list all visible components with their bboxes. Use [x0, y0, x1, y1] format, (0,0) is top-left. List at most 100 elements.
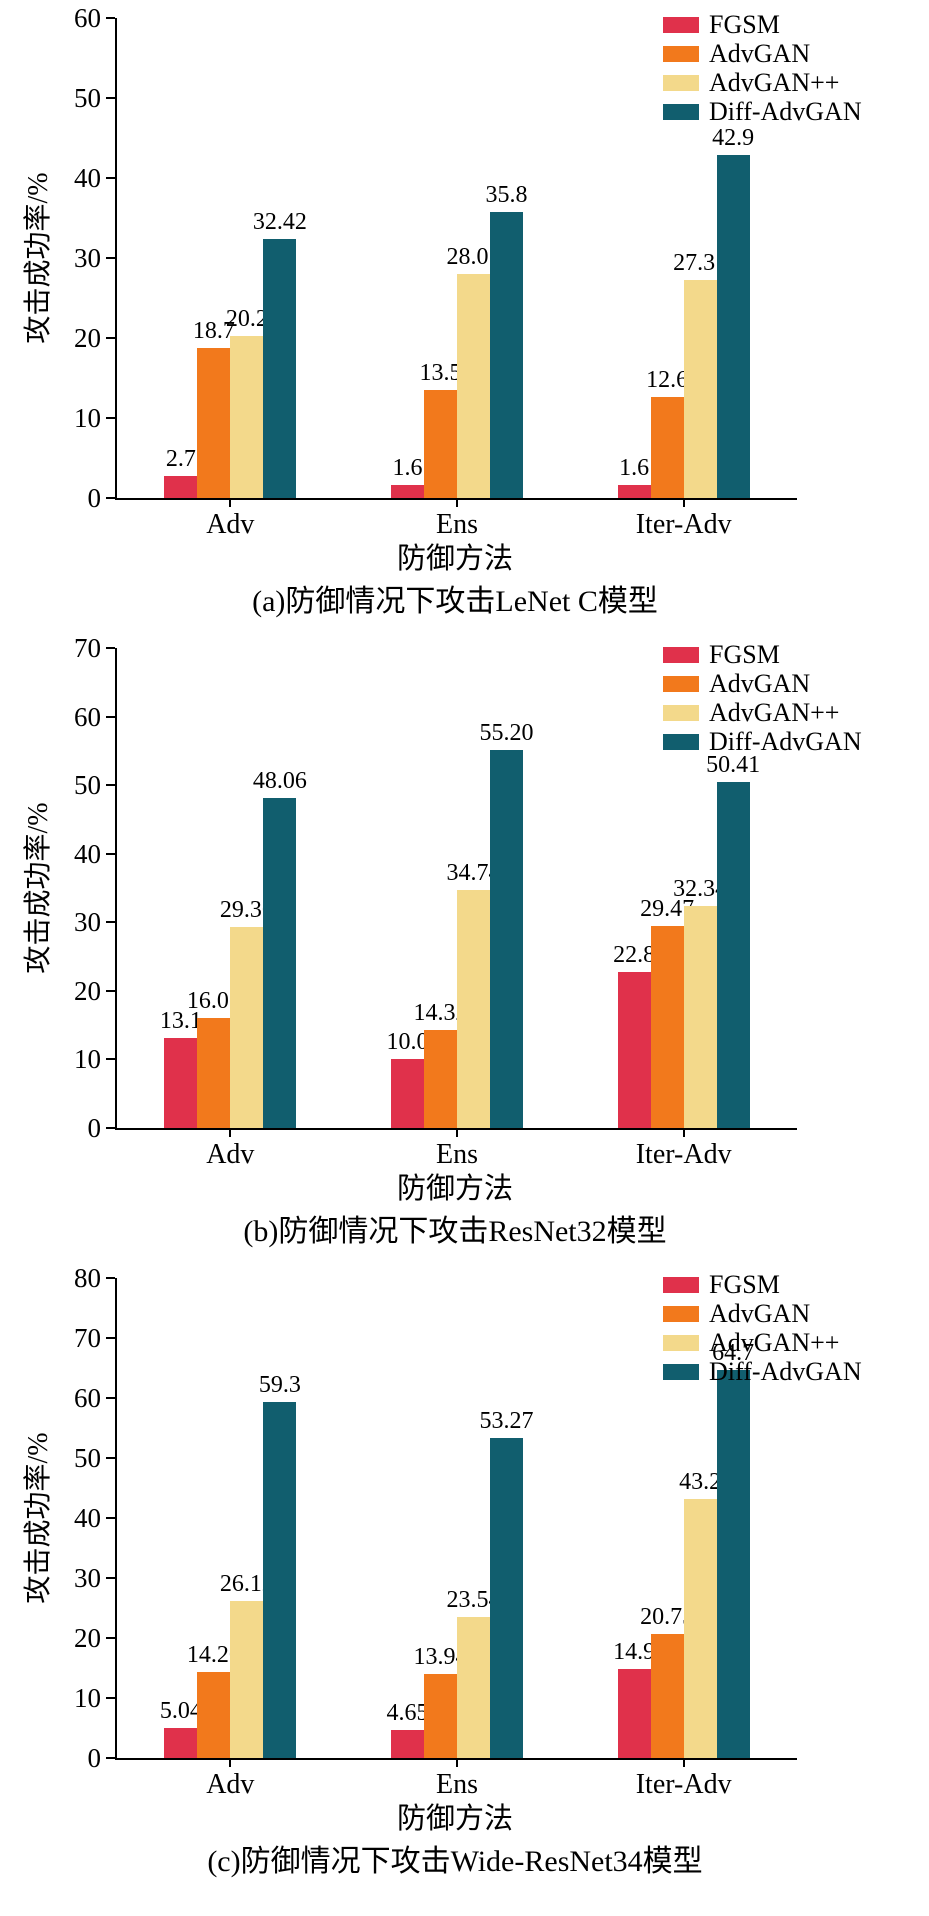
x-tick-mark [229, 498, 232, 507]
bar-value-label: 43.2 [679, 1468, 722, 1495]
plot-area: 0 10 20 30 40 50 60 Adv Ens Iter-Adv 2.7 1.6 1.6 18.7… [74, 4, 862, 540]
bar-AdvGAN++-Ens [457, 889, 490, 1128]
y-tick-label: 40 [74, 163, 101, 193]
legend-item-Diff-AdvGAN: Diff-AdvGAN [663, 727, 862, 756]
x-tick-label: Ens [436, 1139, 478, 1170]
bar-value-label: 59.3 [258, 1372, 301, 1399]
x-tick-mark [456, 1758, 458, 1767]
bar-value-label: 48.06 [252, 768, 307, 795]
y-tick-mark [106, 497, 115, 499]
bar-value-label: 50.41 [706, 752, 761, 779]
y-tick-label: 50 [74, 770, 101, 801]
y-tick-label: 30 [74, 907, 101, 938]
bar-value-label: 5.04 [159, 1697, 202, 1724]
bar-AdvGAN-Adv [197, 348, 231, 498]
y-tick-label: 10 [74, 1683, 101, 1713]
legend-label: AdvGAN++ [709, 68, 840, 97]
y-tick-mark [106, 1397, 115, 1399]
legend-swatch-Diff-AdvGAN [663, 103, 699, 120]
y-tick-mark [106, 921, 115, 924]
legend-swatch-AdvGAN++ [663, 74, 699, 91]
y-tick-mark [106, 97, 115, 99]
legend-swatch-FGSM [663, 16, 699, 33]
x-tick-label: Iter-Adv [635, 509, 732, 540]
legend-label: AdvGAN++ [709, 1328, 840, 1357]
y-tick-label: 70 [74, 1323, 101, 1353]
bar-AdvGAN-Ens [424, 1674, 457, 1758]
legend-item-AdvGAN: AdvGAN [663, 39, 862, 68]
x-tick-label: Iter-Adv [635, 1139, 732, 1170]
x-tick-mark [682, 1758, 685, 1767]
bar-FGSM-Ens [391, 1730, 424, 1758]
y-tick-mark [106, 852, 115, 855]
y-tick-label: 20 [74, 323, 101, 353]
legend-label: Diff-AdvGAN [709, 727, 862, 756]
chart-caption: (a)防御情况下攻击LeNet C模型 [252, 585, 658, 618]
legend-item-Diff-AdvGAN: Diff-AdvGAN [663, 1357, 862, 1386]
y-tick-mark [106, 417, 115, 419]
bar-value-label: 18.7 [192, 318, 235, 345]
bar-FGSM-Adv [164, 1727, 198, 1758]
y-tick-mark [106, 1337, 115, 1339]
x-tick-label: Adv [206, 1139, 255, 1170]
y-tick-mark [106, 257, 115, 259]
legend-item-AdvGAN++: AdvGAN++ [663, 698, 862, 727]
legend-label: AdvGAN [709, 39, 811, 68]
bar-FGSM-Iter-Adv [617, 971, 651, 1128]
y-tick-label: 70 [74, 633, 101, 663]
bar-Diff-AdvGAN-Adv [263, 798, 297, 1128]
x-axis-title: 防御方法 [396, 1173, 513, 1205]
y-tick-mark [106, 1277, 115, 1279]
legend: FGSM AdvGAN AdvGAN++ Diff-AdvGAN [663, 1270, 862, 1386]
bar-FGSM-Iter-Adv [617, 485, 651, 498]
y-tick-label: 30 [74, 1563, 101, 1593]
legend-item-FGSM: FGSM [663, 10, 862, 39]
x-tick-label: Iter-Adv [635, 1769, 732, 1800]
bar-value-label: 20.2 [225, 306, 268, 333]
y-tick-mark [106, 1058, 115, 1061]
bar-AdvGAN++-Iter-Adv [683, 1498, 717, 1758]
bar-AdvGAN++-Ens [457, 273, 490, 498]
chart-caption: (b)防御情况下攻击ResNet32模型 [243, 1215, 667, 1248]
y-tick-label: 80 [74, 1263, 101, 1293]
chart-caption: (c)防御情况下攻击Wide-ResNet34模型 [207, 1845, 703, 1878]
bar-value-label: 13.5 [419, 360, 462, 386]
legend-swatch-AdvGAN [663, 45, 699, 62]
y-tick-label: 40 [74, 1503, 101, 1533]
legend-swatch-FGSM [663, 646, 699, 663]
y-tick-label: 20 [74, 975, 101, 1006]
bar-AdvGAN++-Adv [230, 1601, 264, 1758]
y-tick-mark [106, 1757, 115, 1759]
y-tick-label: 60 [74, 701, 101, 732]
legend-label: Diff-AdvGAN [709, 1357, 862, 1386]
legend-label: FGSM [709, 1270, 780, 1299]
legend-label: Diff-AdvGAN [709, 97, 862, 126]
y-tick-label: 0 [87, 483, 102, 513]
bar-AdvGAN-Iter-Adv [650, 925, 684, 1128]
bar-Diff-AdvGAN-Adv [263, 1402, 297, 1758]
bar-AdvGAN-Ens [424, 390, 457, 498]
bar-value-label: 42.9 [712, 124, 755, 151]
bar-FGSM-Iter-Adv [617, 1668, 651, 1758]
plot-row-b: 攻击成功率/% 0 10 20 30 40 50 60 70 Adv Ens Iter-Adv 13.… [0, 634, 929, 1170]
y-tick-mark [106, 177, 115, 179]
x-tick-label: Ens [436, 509, 478, 540]
x-tick-mark [682, 1128, 685, 1137]
x-axis-title: 防御方法 [396, 543, 513, 575]
bar-Diff-AdvGAN-Ens [490, 1438, 523, 1758]
bar-AdvGAN-Adv [197, 1018, 231, 1128]
legend-swatch-FGSM [663, 1276, 699, 1293]
y-tick-mark [106, 1127, 115, 1129]
legend-item-FGSM: FGSM [663, 640, 862, 669]
x-tick-mark [682, 498, 685, 507]
y-tick-label: 60 [74, 3, 101, 33]
bar-value-label: 64.7 [712, 1339, 755, 1366]
bar-Diff-AdvGAN-Adv [263, 238, 297, 498]
y-tick-label: 50 [74, 1443, 101, 1473]
y-tick-label: 10 [74, 403, 101, 433]
y-tick-mark [106, 989, 115, 992]
x-tick-label: Adv [206, 1769, 255, 1800]
chart-block-b: 攻击成功率/% 0 10 20 30 40 50 60 70 Adv Ens Iter-Adv 13.… [0, 630, 929, 1260]
legend-swatch-Diff-AdvGAN [663, 1363, 699, 1380]
